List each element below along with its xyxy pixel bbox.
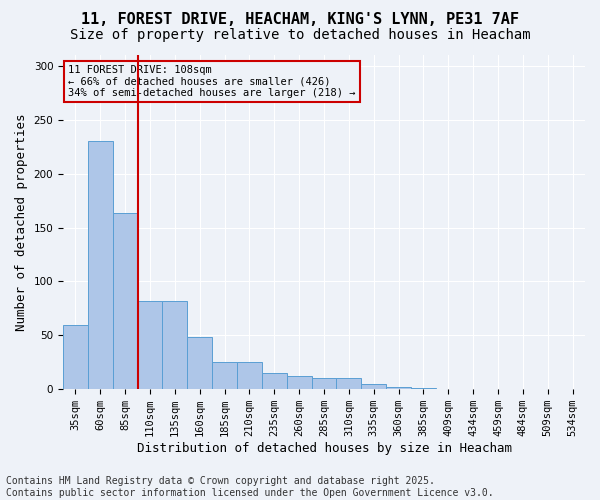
Bar: [237, 362, 262, 389]
Text: 11, FOREST DRIVE, HEACHAM, KING'S LYNN, PE31 7AF: 11, FOREST DRIVE, HEACHAM, KING'S LYNN, …: [81, 12, 519, 28]
Bar: [337, 378, 361, 389]
Bar: [187, 338, 212, 389]
Bar: [63, 324, 88, 389]
Y-axis label: Number of detached properties: Number of detached properties: [15, 114, 28, 331]
Text: Size of property relative to detached houses in Heacham: Size of property relative to detached ho…: [70, 28, 530, 42]
X-axis label: Distribution of detached houses by size in Heacham: Distribution of detached houses by size …: [137, 442, 512, 455]
Bar: [113, 214, 137, 389]
Bar: [163, 301, 187, 389]
Bar: [88, 142, 113, 389]
Bar: [212, 362, 237, 389]
Bar: [262, 373, 287, 389]
Bar: [361, 384, 386, 389]
Bar: [311, 378, 337, 389]
Bar: [287, 376, 311, 389]
Bar: [137, 301, 163, 389]
Text: Contains HM Land Registry data © Crown copyright and database right 2025.
Contai: Contains HM Land Registry data © Crown c…: [6, 476, 494, 498]
Text: 11 FOREST DRIVE: 108sqm
← 66% of detached houses are smaller (426)
34% of semi-d: 11 FOREST DRIVE: 108sqm ← 66% of detache…: [68, 65, 356, 98]
Bar: [386, 387, 411, 389]
Bar: [411, 388, 436, 389]
